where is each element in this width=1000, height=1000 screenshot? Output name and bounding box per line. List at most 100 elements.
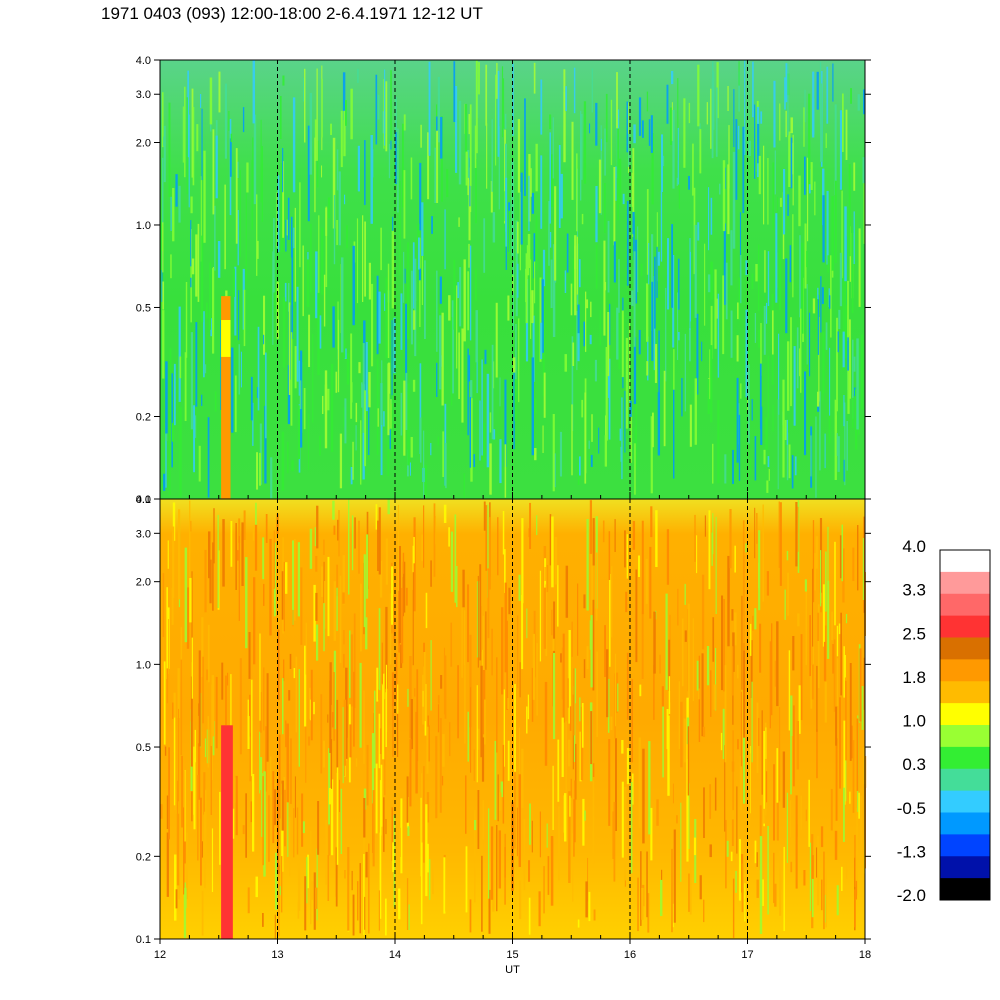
heatmap-cell: [352, 894, 355, 936]
heatmap-cell: [404, 268, 406, 284]
heatmap-cell: [384, 293, 386, 311]
heatmap-cell: [678, 185, 680, 209]
heatmap-cell: [485, 505, 488, 571]
heatmap-cell: [441, 775, 444, 786]
heatmap-cell: [322, 395, 324, 414]
heatmap-cell: [336, 564, 339, 597]
heatmap-cell: [856, 718, 859, 791]
heatmap-cell: [795, 502, 798, 567]
heatmap-cell: [837, 331, 839, 353]
heatmap-cell: [785, 110, 787, 138]
colorbar-label: 1.0: [902, 712, 926, 731]
heatmap-cell: [754, 104, 756, 179]
heatmap-cell: [172, 502, 176, 541]
heatmap-cell: [304, 876, 307, 931]
heatmap-cell: [656, 246, 658, 298]
heatmap-cell: [183, 882, 187, 938]
heatmap-cell: [336, 699, 339, 773]
heatmap-cell: [350, 467, 353, 485]
heatmap-cell: [661, 134, 664, 192]
heatmap-cell: [782, 751, 786, 808]
heatmap-cell: [626, 534, 629, 579]
heatmap-cell: [351, 870, 353, 891]
heatmap-cell: [189, 577, 192, 623]
heatmap-cell: [780, 877, 782, 890]
heatmap-cell: [843, 459, 845, 482]
heatmap-cell: [671, 848, 673, 933]
heatmap-cell: [487, 568, 490, 639]
heatmap-cell: [804, 89, 806, 123]
heatmap-cell: [518, 774, 522, 867]
heatmap-cell: [803, 870, 806, 886]
heatmap-cell: [488, 517, 491, 590]
heatmap-cell: [580, 110, 582, 201]
heatmap-cell: [221, 662, 224, 700]
heatmap-cell: [178, 185, 181, 223]
heatmap-cell: [391, 395, 394, 457]
heatmap-cell: [227, 672, 229, 686]
heatmap-cell: [787, 341, 790, 411]
heatmap-cell: [711, 532, 713, 566]
heatmap-cell: [498, 830, 502, 889]
heatmap-cell: [721, 595, 724, 691]
heatmap-cell: [863, 516, 865, 613]
heatmap-cell: [178, 509, 181, 600]
heatmap-cell: [371, 733, 375, 804]
heatmap-cell: [282, 297, 286, 368]
heatmap-cell: [678, 681, 681, 749]
heatmap-cell: [850, 88, 853, 104]
heatmap-cell: [430, 640, 432, 711]
heatmap-cell: [281, 780, 284, 831]
heatmap-cell: [738, 277, 741, 321]
heatmap-cell: [554, 186, 557, 281]
heatmap-cell: [529, 803, 531, 845]
heatmap-cell: [709, 784, 712, 819]
heatmap-cell: [634, 443, 636, 495]
heatmap-cell: [672, 380, 674, 411]
heatmap-cell: [817, 402, 820, 412]
heatmap-cell: [625, 591, 628, 613]
heatmap-cell: [437, 704, 440, 733]
heatmap-cell: [252, 60, 256, 124]
heatmap-cell: [689, 238, 691, 330]
heatmap-cell: [281, 571, 284, 620]
heatmap-cell: [250, 376, 253, 421]
heatmap-cell: [754, 313, 757, 343]
heatmap-cell: [838, 623, 842, 635]
heatmap-cell: [444, 655, 447, 719]
heatmap-cell: [313, 584, 316, 642]
heatmap-cell: [736, 335, 739, 362]
heatmap-feature: [221, 320, 231, 357]
heatmap-cell: [535, 143, 538, 192]
heatmap-cell: [715, 516, 717, 614]
y-tick-label: 0.1: [136, 934, 151, 946]
heatmap-cell: [359, 863, 362, 934]
heatmap-cell: [430, 443, 432, 456]
heatmap-cell: [584, 392, 587, 484]
heatmap-cell: [330, 123, 332, 135]
heatmap-cell: [531, 290, 534, 324]
heatmap-cell: [751, 273, 754, 289]
heatmap-cell: [359, 662, 362, 748]
heatmap-cell: [256, 452, 258, 490]
chart-title: 1971 0403 (093) 12:00-18:00 2-6.4.1971 1…: [101, 4, 483, 23]
heatmap-cell: [517, 119, 521, 193]
heatmap-cell: [228, 111, 230, 131]
heatmap-cell: [793, 346, 796, 426]
heatmap-cell: [810, 435, 812, 477]
heatmap-cell: [600, 138, 602, 151]
heatmap-cell: [270, 457, 273, 499]
heatmap-cell: [421, 534, 424, 562]
heatmap-cell: [403, 251, 405, 303]
heatmap-cell: [732, 151, 736, 249]
heatmap-cell: [640, 851, 642, 926]
heatmap-cell: [248, 632, 251, 679]
heatmap-cell: [817, 836, 820, 906]
heatmap-cell: [824, 433, 826, 469]
heatmap-cell: [587, 857, 589, 902]
heatmap-cell: [849, 791, 851, 804]
heatmap-cell: [272, 251, 274, 345]
heatmap-cell: [343, 653, 345, 668]
heatmap-cell: [549, 114, 552, 130]
heatmap-cell: [542, 249, 546, 287]
